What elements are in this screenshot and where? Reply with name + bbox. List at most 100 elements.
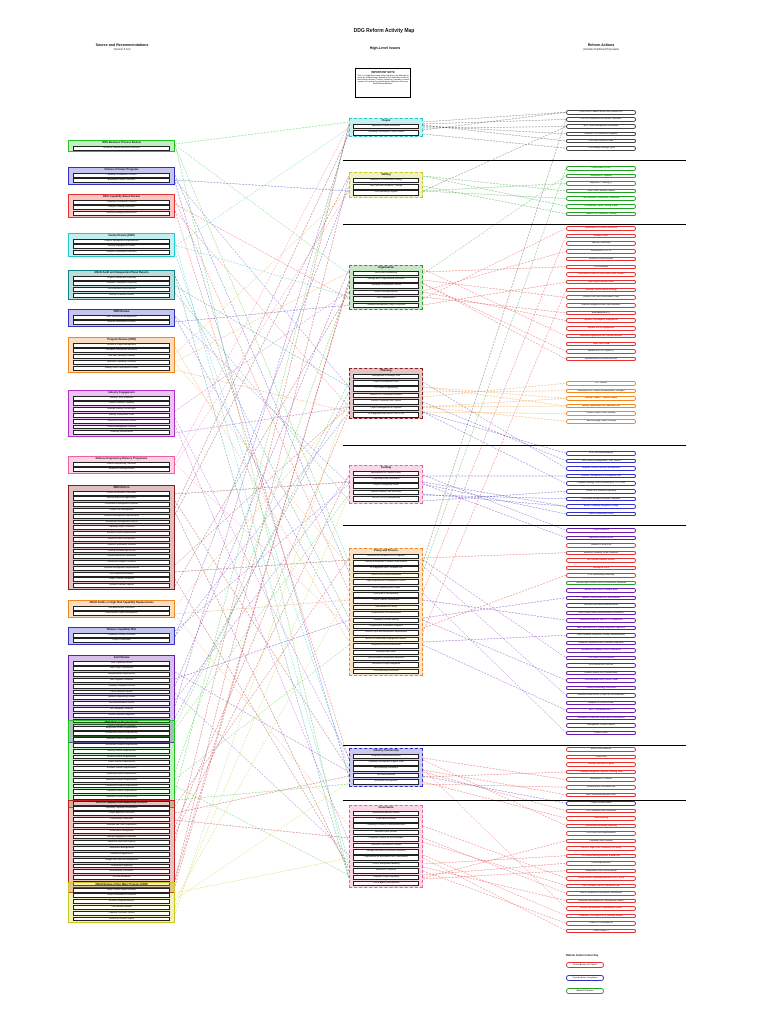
reform-action[interactable]: Consolidated Capital Training Report <box>566 204 636 209</box>
reform-action[interactable]: Develop Data Mine Program <box>566 762 636 767</box>
reform-action[interactable]: Management of Analytic Skills Constructi… <box>566 648 636 653</box>
reform-action[interactable]: Industry Partnership <box>566 241 636 246</box>
reform-action[interactable]: Assess Capability Integration Costing <box>566 504 636 509</box>
reform-action[interactable]: Graduates in Capability <box>566 173 636 179</box>
reform-action[interactable]: Map Project Delivery Chain <box>566 279 636 285</box>
reform-action[interactable]: Identify Opportunities for Combined Pass <box>566 403 636 409</box>
reform-action[interactable]: DDS Review the CDB Unit <box>566 663 636 668</box>
reform-action[interactable]: Tradeoff DCS/MPs Etc <box>566 543 636 548</box>
reform-action[interactable]: Clarification of Role SPI and Project Te… <box>566 272 636 277</box>
reform-action[interactable]: Increase Transparency in Contingency Use <box>566 473 636 479</box>
reform-action[interactable]: Key to Project Book and Assessment Frame… <box>566 610 636 615</box>
reform-action[interactable]: Develop "SMART" Tailored Targets <box>566 396 636 401</box>
reform-action[interactable]: DCP Review <box>566 381 636 386</box>
reform-action[interactable]: WRCP Standardisation (T) <box>566 708 636 713</box>
reform-action[interactable]: DMA Reporting <box>566 816 636 821</box>
reform-action[interactable]: CDS Controlled Risk Framework <box>566 808 636 813</box>
reform-action[interactable]: Improved Engagement with Commercial Area <box>566 333 636 339</box>
reform-action[interactable]: Development of Platform and Acquisition … <box>566 388 636 394</box>
reform-action[interactable]: Project Relation Board <box>566 801 636 806</box>
reform-action[interactable]: Improve Engagement with TAM Engineers <box>566 303 636 308</box>
reform-action[interactable]: Standardise IT Toolsets <box>566 777 636 782</box>
reform-action[interactable]: Develop to SOPs <box>566 565 636 570</box>
reform-action[interactable]: Capability Client Portfolio <box>566 838 636 843</box>
reform-action[interactable]: Lessons High Priority Process Performanc… <box>566 580 636 585</box>
colour-key-item: Added DP Actions <box>566 988 604 994</box>
reform-action[interactable]: Establish FPA's <box>566 233 636 239</box>
reform-action[interactable]: Publis DCP Management <box>566 921 636 926</box>
reform-action[interactable]: Introduction DCS PTS <box>566 249 636 254</box>
reform-action[interactable]: Project Choice <box>566 730 636 735</box>
reform-action[interactable]: Formalise Mechanisms for Contestability … <box>566 898 636 903</box>
reform-action[interactable]: Business Rules for NFs Of Input to Cost … <box>566 693 636 698</box>
reform-action[interactable]: DCS Streamlining Workshop <box>566 573 636 578</box>
reform-action[interactable]: National CDS Workforce Training <box>566 211 636 217</box>
reform-action[interactable]: Project Guidance <box>566 528 636 533</box>
reform-action[interactable]: Clear Position Management / Post Tracker <box>566 458 636 464</box>
reform-action[interactable]: Determine CDS Input to DCP Quarterly Rev… <box>566 913 636 918</box>
reform-action[interactable]: Set Contract Baseline Review <box>566 558 636 563</box>
reform-action[interactable]: Improve to DCRC Report (1) <box>566 349 636 354</box>
reform-action[interactable]: PSD Roadmap <box>566 264 636 269</box>
reform-action[interactable]: Independent Gate Review Boards <box>566 868 636 873</box>
reform-action[interactable]: DAG Emerging Project Planning <box>566 419 636 424</box>
reform-action[interactable]: Identify Post Lower vs Integral Base <box>566 588 636 593</box>
reform-action[interactable]: CDS Project Risk Framework <box>566 655 636 660</box>
reform-action[interactable]: Establish CDS Workforce Programs <box>566 131 636 137</box>
reform-action[interactable]: TMCOR "Right Track" Resource DCP Entry <box>566 846 636 851</box>
reform-action[interactable]: Develop Project Accountability Matrix <box>566 603 636 608</box>
reform-action[interactable]: Develop Early Cost Model Tool <box>566 785 636 790</box>
reform-action[interactable]: Gauls Officer Skilling Program <box>566 188 636 194</box>
reform-action[interactable]: Separation of CDS/DSO Functions <box>566 226 636 231</box>
reform-action[interactable]: Reduce Project Phase Splitting <box>566 411 636 416</box>
reform-action[interactable]: Define Expenditures <box>566 861 636 866</box>
reform-action[interactable]: Implement Lessons Learnt <box>566 535 636 540</box>
reform-action[interactable]: APS Career Management Framework <box>566 124 636 129</box>
reform-action[interactable]: Cost Estimation Best Practice Guide <box>566 678 636 683</box>
reform-action[interactable]: Use CDS After Plans in Connection Plan <box>566 883 636 888</box>
reform-action[interactable]: Develop Post Level Stakeholders Plans <box>566 295 636 300</box>
reform-action[interactable]: Capability Integration Objective Plannin… <box>566 769 636 775</box>
reform-action[interactable]: DDS Policy and Responsibilities <box>566 831 636 836</box>
reform-action[interactable]: Improved Capability Scope Guidance <box>566 550 636 555</box>
reform-action[interactable]: Cost DDG & PBA&PPBS to Drive Shared VFS <box>566 110 636 115</box>
reform-action[interactable]: Integrate Contract Relevant Management <box>566 466 636 471</box>
reform-action[interactable]: Publish Sustainment Policy <box>566 511 636 517</box>
reform-action[interactable]: Cost Model Intelligent Estimate Template… <box>566 496 636 502</box>
reform-action[interactable]: Complete Strategy Cost of Ownership at Y… <box>566 481 636 486</box>
reform-action[interactable]: Monitor Nondelinquent Contestability Cri… <box>566 906 636 911</box>
reform-action[interactable]: Active Joint Database <box>566 747 636 752</box>
reform-action[interactable]: Y Plus Military Postings Cycle <box>566 146 636 151</box>
reform-action[interactable]: Integrate DCS Scio as DAO <box>566 700 636 705</box>
reform-action[interactable]: Influence Capability Base in Operator In… <box>566 640 636 645</box>
reform-action[interactable]: ASIC Benchmark Analysis Tools <box>566 792 636 798</box>
reform-action[interactable]: Virtual Branch (DSS) <box>566 166 636 171</box>
reform-action[interactable]: Define Committee Deliverables/Commitment… <box>566 891 636 896</box>
reform-action[interactable]: Project Hub <box>566 754 636 760</box>
reform-action[interactable]: Cost Estimator Professional Certificatio… <box>566 196 636 201</box>
reform-action[interactable]: CFS Cost Benefit Analysis <box>566 451 636 456</box>
reform-action[interactable]: Data Capability Integration Through Stan… <box>566 633 636 638</box>
reform-action[interactable]: Develop Cultural Reform Strategy <box>566 287 636 293</box>
reform-action[interactable]: Management Of Best Projects <box>566 723 636 728</box>
reform-action[interactable]: National Gallery DDS Produce/Map <box>566 670 636 675</box>
reform-action[interactable]: Improve Clarity Business of Sub-Systems <box>566 595 636 600</box>
reform-action[interactable]: Link PM Performance to Defence Outcomes <box>566 117 636 122</box>
reform-action[interactable]: Streamlined Effective Specific CS Compon… <box>566 618 636 623</box>
reform-action[interactable]: Brand Alignment (1) <box>566 310 636 316</box>
reform-action[interactable]: Define External Capability Attributes at… <box>566 876 636 881</box>
reform-action[interactable]: Scaled CFS Workflow Reporting <box>566 489 636 494</box>
reform-action[interactable]: Improved IT Training (1) <box>566 181 636 186</box>
reform-action[interactable]: Implementation of Shared Services <box>566 356 636 362</box>
reform-action[interactable]: Improve Cross Agency Engagement <box>566 318 636 323</box>
reform-action[interactable]: Project Stage (7) <box>566 928 636 933</box>
reform-action[interactable]: Map Dependencies in Quality Integration … <box>566 625 636 630</box>
reform-action[interactable]: Business Process Review <box>566 256 636 262</box>
reform-action[interactable]: CDS Staff Positions in BAS <box>566 138 636 144</box>
reform-action[interactable]: Costing Methodology Framework <box>566 685 636 690</box>
reform-action[interactable]: CASP with PFMA <box>566 341 636 346</box>
reform-action[interactable]: CPS Benchmarking Measure in ANAO/MP <box>566 853 636 858</box>
reform-action[interactable]: Quarterly Accountability Reporting <box>566 823 636 828</box>
reform-action[interactable]: Embedded Conditioned Requirement Standar… <box>566 715 636 720</box>
reform-action[interactable]: Improve SPICE Engagement <box>566 326 636 331</box>
